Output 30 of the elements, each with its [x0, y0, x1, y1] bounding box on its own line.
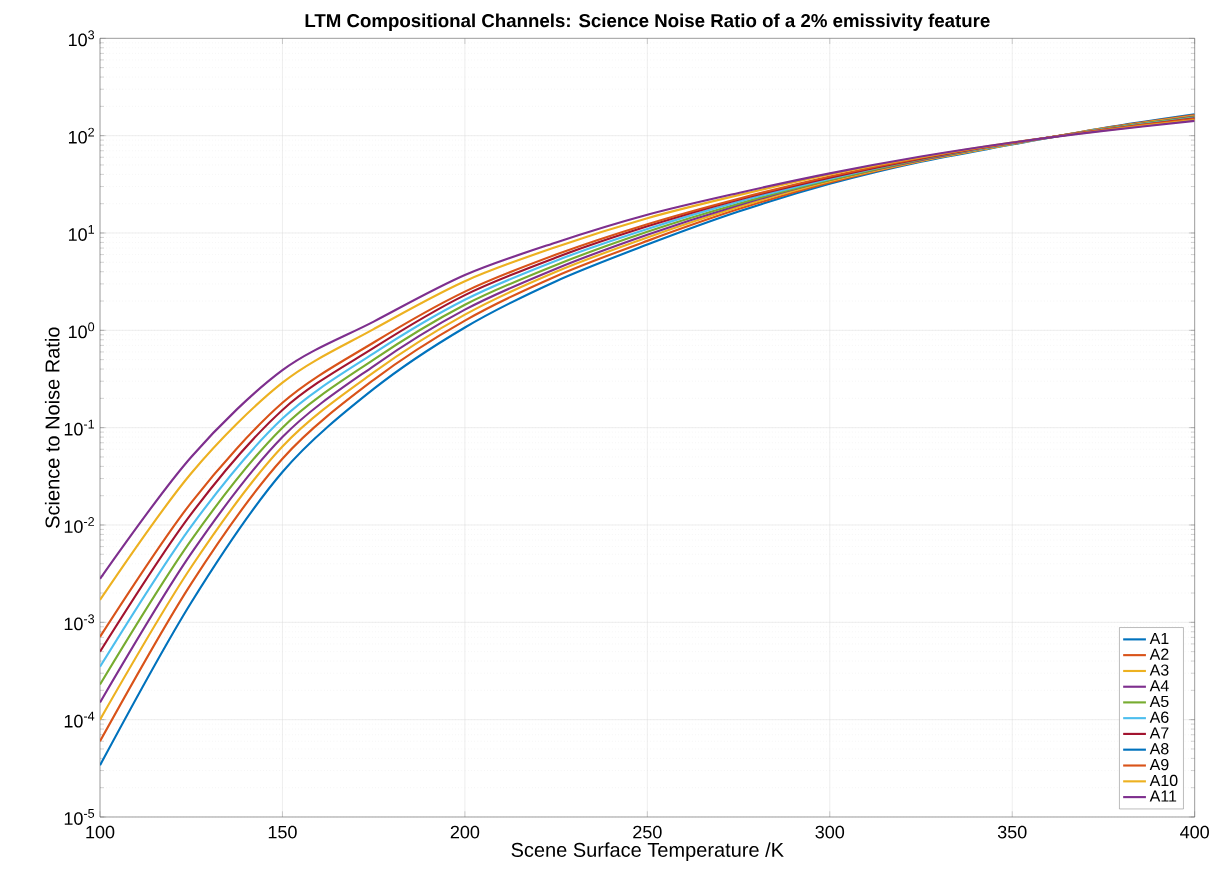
x-tick-label: 350 — [997, 825, 1027, 839]
y-tick-label: 10$^{-5}$ — [64, 809, 95, 825]
y-tick-label: 10$^{-3}$ — [64, 614, 95, 631]
y-tick-label: 10$^{-2}$ — [64, 517, 94, 533]
x-tick-label: 150 — [268, 825, 297, 839]
legend-label: A1 — [1149, 632, 1169, 644]
y-tick-label: 10$^{-4}$ — [64, 711, 95, 728]
legend-label: A10 — [1149, 774, 1178, 787]
y-axis-title: Science to Noise Ratio — [44, 327, 60, 528]
x-tick-label: 100 — [86, 825, 115, 839]
y-tick-label: 10$^{2}$ — [68, 127, 94, 144]
legend-label: A8 — [1149, 743, 1169, 755]
x-tick-label: 200 — [450, 825, 480, 839]
chart-title: LTM Compositional Channels: Science Noise Ratio of a 2% emissivity feature — [305, 13, 990, 31]
x-axis-title: Scene Surface Temperature /K — [511, 842, 784, 861]
legend-label: A6 — [1149, 711, 1169, 723]
y-tick-label: 10$^{0}$ — [68, 322, 95, 339]
y-tick-label: 10$^{1}$ — [68, 225, 95, 241]
legend-label: A11 — [1149, 790, 1177, 802]
x-tick-label: 300 — [815, 825, 845, 839]
legend-label: A2 — [1149, 648, 1169, 660]
legend-label: A9 — [1149, 758, 1169, 771]
legend-label: A7 — [1149, 727, 1169, 739]
legend-label: A5 — [1149, 695, 1169, 708]
legend-label: A4 — [1149, 680, 1169, 692]
x-tick-label: 400 — [1180, 825, 1209, 839]
legend-label: A3 — [1149, 664, 1169, 676]
y-tick-label: 10$^{-1}$ — [64, 419, 95, 436]
y-tick-label: 10$^{3}$ — [68, 30, 95, 47]
x-tick-label: 250 — [633, 825, 662, 839]
